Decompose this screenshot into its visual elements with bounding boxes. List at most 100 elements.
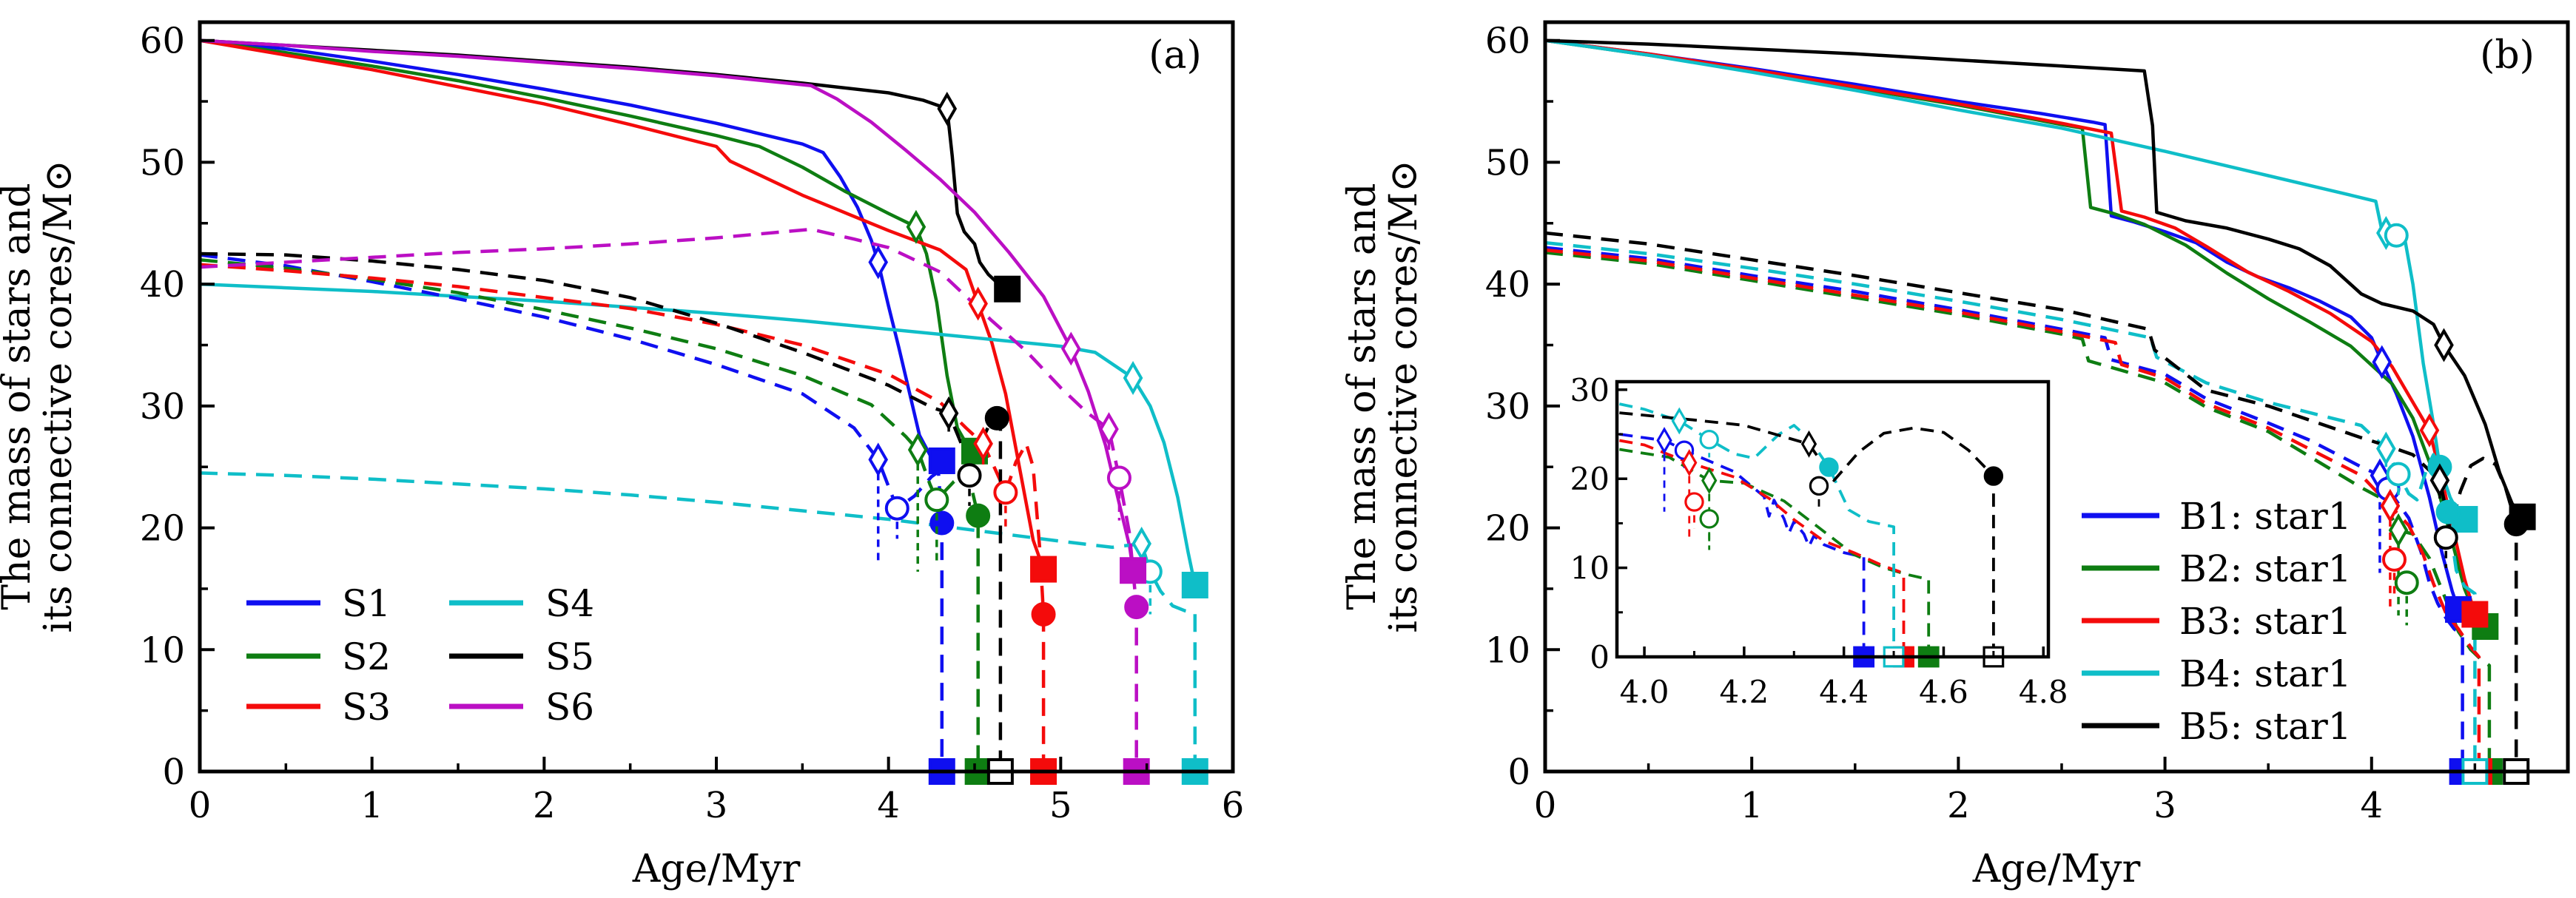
series-S2-core-mass: [200, 257, 980, 772]
y-tick-label: 20: [1570, 461, 1610, 497]
marker-diamond: [2434, 328, 2454, 362]
marker-diamond: [1800, 430, 1817, 458]
x-tick-label: 6: [1222, 785, 1245, 826]
marker-diamond: [2372, 345, 2392, 379]
series-B3-star-mass: [1545, 38, 2477, 615]
series-S2-star-mass: [200, 38, 976, 453]
axes-spines: [198, 20, 1235, 774]
legend-label: B3: star1: [2179, 600, 2352, 643]
series-S3-star-mass: [200, 38, 1046, 570]
x-tick-label: 4.6: [1919, 674, 1968, 710]
legend-label: B1: star1: [2179, 495, 2352, 538]
marker-diamond: [973, 426, 993, 461]
marker-circle: [2394, 570, 2419, 595]
x-tick-label: 3: [705, 785, 728, 826]
y-tick-label: 20: [1485, 508, 1530, 550]
series-B5-star-mass: [1545, 38, 2524, 519]
x-tick-label: 4: [877, 785, 900, 826]
marker-square: [1120, 557, 1147, 584]
panel-tag: (b): [2480, 33, 2535, 78]
x-tick-label: 3: [2153, 785, 2176, 826]
legend-label: S5: [545, 635, 594, 678]
marker-diamond: [1681, 449, 1698, 476]
series-B2-core-mass: [1545, 251, 2492, 772]
x-tick-label: 0: [189, 785, 212, 826]
x-tick-label: 1: [1741, 785, 1763, 826]
legend-label: S2: [342, 635, 391, 678]
marker-circle: [2381, 547, 2407, 572]
x-tick-label: 2: [533, 785, 556, 826]
axes-spines: [1543, 20, 2570, 774]
y-axis-label-line1: The mass of stars and: [1340, 183, 1385, 610]
series-S1-star-mass: [200, 38, 943, 463]
marker-diamond: [2376, 431, 2396, 466]
panel-tag: (a): [1149, 33, 1202, 78]
series-B5-core-inset: [1619, 411, 1995, 657]
axes-spines: [1615, 379, 2051, 659]
marker-diamond: [2380, 488, 2401, 523]
series-layer: [200, 38, 1197, 772]
y-tick-label: 20: [140, 508, 185, 550]
y-tick-label: 30: [140, 386, 185, 428]
marker-square: [928, 447, 955, 474]
marker-square: [994, 275, 1021, 303]
marker-circle: [993, 480, 1018, 505]
marker-circle: [1031, 602, 1056, 627]
marker-circle: [1106, 465, 1131, 490]
y-tick-label: 50: [1485, 142, 1530, 183]
marker-square: [1030, 556, 1057, 583]
y-tick-label: 60: [140, 21, 185, 62]
marker-diamond: [2419, 413, 2440, 448]
series-B5-core-mass: [1545, 231, 2518, 772]
x-tick-label: 4.0: [1620, 674, 1669, 710]
marker-diamond: [907, 433, 928, 467]
x-tick-label: 4: [2360, 785, 2383, 826]
legend-label: B5: star1: [2179, 705, 2352, 748]
marker-diamond: [1671, 407, 1687, 435]
marker-diamond: [1099, 412, 1119, 447]
y-axis-label-line2: its connective cores/M⊙: [36, 160, 81, 632]
marker-diamond: [2429, 463, 2450, 498]
legend-label: B4: star1: [2179, 652, 2352, 695]
marker-diamond: [906, 209, 927, 244]
marker-diamond: [868, 245, 889, 280]
series-S6-star-mass: [200, 38, 1135, 571]
marker-circle: [2435, 499, 2461, 524]
marker-circle: [1983, 466, 2004, 486]
y-tick-label: 0: [1507, 752, 1530, 793]
x-tick-label: 5: [1049, 785, 1072, 826]
series-S4-star-mass: [200, 282, 1197, 586]
marker-circle: [957, 463, 982, 488]
marker-circle: [1819, 457, 1839, 477]
y-tick-label: 60: [1485, 21, 1530, 62]
inset-panel: 4.0 4.2 4.4 4.6 4.8 0 10 20 30: [1570, 372, 2068, 710]
marker-circle: [884, 496, 909, 521]
x-tick-label: 4.8: [2019, 674, 2068, 710]
marker-circle: [2384, 223, 2409, 248]
series-B3-core-mass: [1545, 248, 2481, 772]
y-tick-label: 0: [162, 752, 185, 793]
legend-label: S4: [545, 582, 594, 625]
series-B1-core-mass: [1545, 246, 2464, 772]
marker-circle: [1699, 509, 1719, 529]
marker-diamond: [868, 442, 889, 477]
series-B3-core-inset: [1619, 439, 1906, 657]
y-tick-label: 0: [1590, 639, 1610, 675]
marker-square: [2461, 601, 2489, 628]
y-axis-label-line1: The mass of stars and: [0, 183, 39, 610]
marker-diamond: [1123, 360, 1143, 395]
series-B1-star-mass: [1545, 38, 2461, 610]
marker-square: [1181, 571, 1208, 598]
marker-circle: [1699, 430, 1719, 450]
marker-circle: [1684, 492, 1704, 512]
marker-circle: [2433, 525, 2458, 550]
marker-circle: [929, 510, 955, 536]
y-axis-label-line2: its connective cores/M⊙: [1382, 160, 1426, 632]
y-tick-label: 40: [1485, 264, 1530, 305]
series-S4-core-mass: [200, 471, 1197, 772]
y-tick-label: 10: [140, 629, 185, 671]
marker-diamond: [1656, 427, 1672, 454]
